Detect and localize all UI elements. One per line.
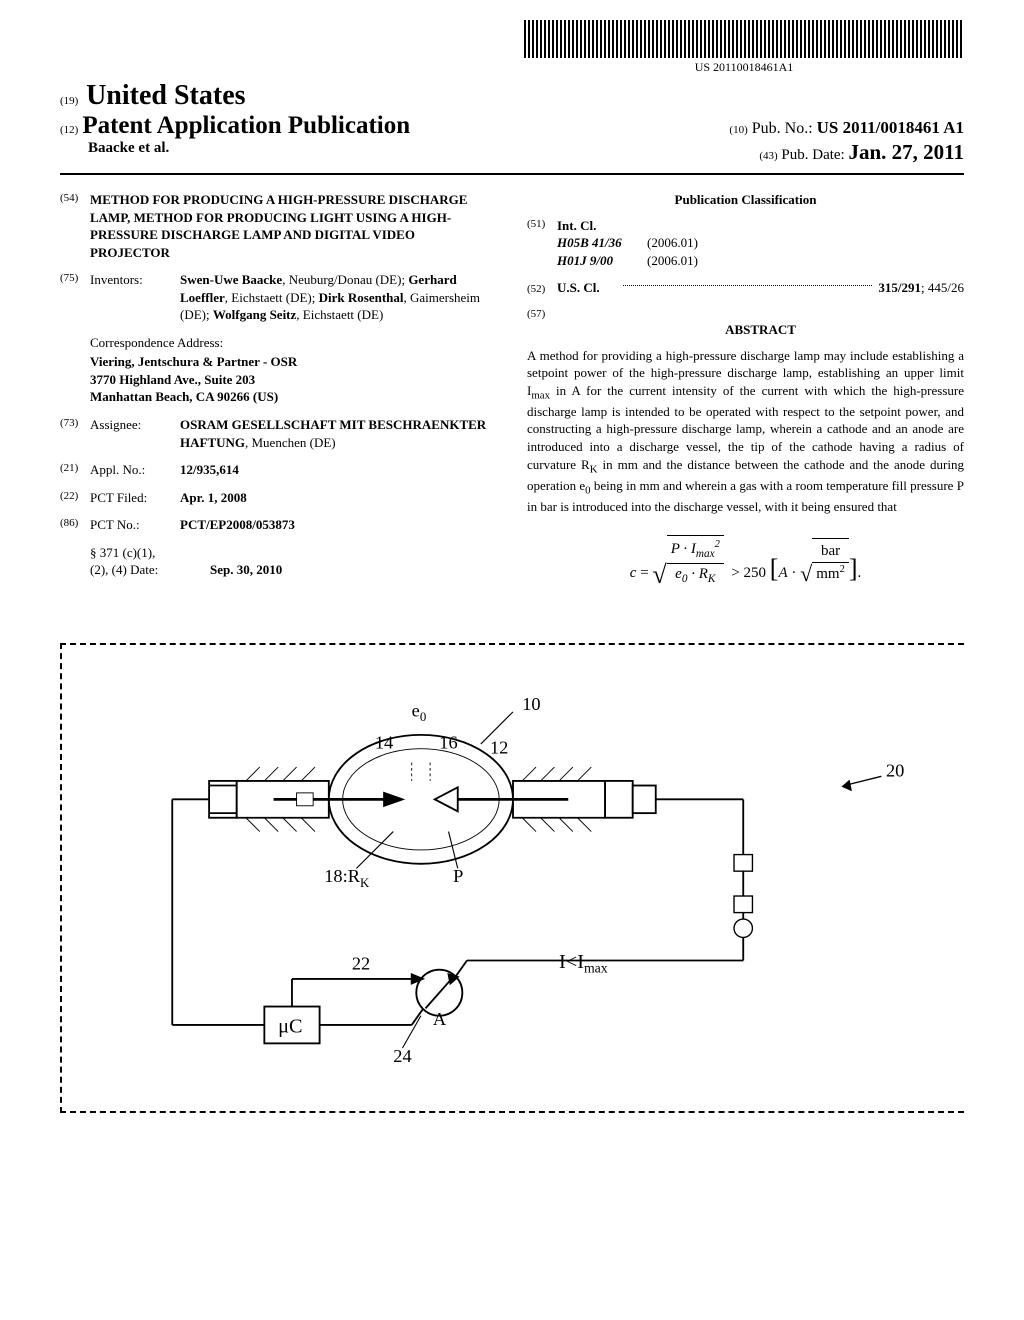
pct-no-label: PCT No.: bbox=[90, 516, 180, 534]
header: (19) United States (12) Patent Applicati… bbox=[60, 80, 964, 165]
inventors-num: (75) bbox=[60, 271, 90, 324]
label-18: 18:RK bbox=[324, 866, 370, 890]
applicants-line: Baacke et al. (43) Pub. Date: Jan. 27, 2… bbox=[60, 140, 964, 165]
uscl-num: (52) bbox=[527, 282, 557, 297]
label-imax: I<Imax bbox=[559, 951, 608, 976]
pub-date-label: Pub. Date: bbox=[781, 147, 844, 163]
pub-line: (12) Patent Application Publication (10)… bbox=[60, 112, 964, 140]
uscl-val: 315/291; 445/26 bbox=[878, 279, 964, 297]
label-22: 22 bbox=[352, 953, 370, 973]
label-e0: e0 bbox=[412, 700, 427, 724]
uscl-field: (52) U.S. Cl. 315/291; 445/26 bbox=[527, 279, 964, 297]
inventors: Swen-Uwe Baacke, Neuburg/Donau (DE); Ger… bbox=[180, 271, 497, 324]
corr-line-3: Manhattan Beach, CA 90266 (US) bbox=[90, 389, 278, 404]
country-line: (19) United States bbox=[60, 80, 964, 112]
label-16: 16 bbox=[439, 732, 457, 752]
s371-field: § 371 (c)(1), (2), (4) Date: Sep. 30, 20… bbox=[90, 544, 497, 579]
barcode-lines bbox=[524, 20, 964, 58]
inventors-label: Inventors: bbox=[90, 271, 180, 324]
divider bbox=[60, 173, 964, 175]
corr-label: Correspondence Address: bbox=[90, 334, 497, 352]
uscl-dots bbox=[623, 285, 872, 286]
pub-date-block: (43) Pub. Date: Jan. 27, 2011 bbox=[759, 140, 964, 165]
intcl-year-1: (2006.01) bbox=[647, 252, 698, 270]
assignee-num: (73) bbox=[60, 416, 90, 451]
uscl-val-bold: 315/291 bbox=[878, 280, 921, 295]
right-column: Publication Classification (51) Int. Cl.… bbox=[527, 191, 964, 613]
pub-no-label: Pub. No.: bbox=[752, 120, 813, 137]
intcl-num: (51) bbox=[527, 217, 557, 270]
country-num: (19) bbox=[60, 95, 78, 107]
label-uc: μC bbox=[278, 1015, 302, 1037]
pub-no-num: (10) bbox=[729, 124, 747, 136]
pct-no: PCT/EP2008/053873 bbox=[180, 517, 295, 532]
pub-type-block: (12) Patent Application Publication bbox=[60, 112, 410, 140]
country: United States bbox=[86, 80, 245, 111]
pct-no-num: (86) bbox=[60, 516, 90, 534]
intcl-year-0: (2006.01) bbox=[647, 234, 698, 252]
pub-no: US 2011/0018461 A1 bbox=[817, 118, 964, 137]
figure: e0 10 14 16 12 20 18:RK P 22 I<Imax μC A… bbox=[60, 643, 964, 1113]
label-a: A bbox=[433, 1009, 447, 1029]
label-20: 20 bbox=[886, 760, 904, 780]
barcode-text: US 20110018461A1 bbox=[524, 60, 964, 75]
left-column: (54) METHOD FOR PRODUCING A HIGH-PRESSUR… bbox=[60, 191, 497, 613]
inventors-field: (75) Inventors: Swen-Uwe Baacke, Neuburg… bbox=[60, 271, 497, 324]
abstract-num: (57) bbox=[527, 307, 557, 347]
label-14: 14 bbox=[375, 732, 393, 752]
appl-no-field: (21) Appl. No.: 12/935,614 bbox=[60, 461, 497, 479]
assignee: OSRAM GESELLSCHAFT MIT BESCHRAENKTER HAF… bbox=[180, 416, 497, 451]
s371-labels: § 371 (c)(1), (2), (4) Date: bbox=[90, 544, 210, 579]
pct-filed-num: (22) bbox=[60, 489, 90, 507]
uscl-label: U.S. Cl. bbox=[557, 279, 617, 297]
title-num: (54) bbox=[60, 191, 90, 261]
pub-date: Jan. 27, 2011 bbox=[848, 140, 964, 164]
label-10: 10 bbox=[522, 694, 540, 714]
label-12: 12 bbox=[490, 737, 508, 757]
pct-no-field: (86) PCT No.: PCT/EP2008/053873 bbox=[60, 516, 497, 534]
corr-line-1: Viering, Jentschura & Partner - OSR bbox=[90, 354, 297, 369]
applicants-block: Baacke et al. bbox=[88, 140, 169, 165]
intcl-label: Int. Cl. bbox=[557, 218, 596, 233]
intcl-code-0: H05B 41/36 bbox=[557, 234, 647, 252]
pct-filed: Apr. 1, 2008 bbox=[180, 490, 247, 505]
pct-filed-label: PCT Filed: bbox=[90, 489, 180, 507]
formula: c = √P · Imax2e0 · RK > 250 [A · √barmm2… bbox=[527, 535, 964, 592]
abstract-heading: ABSTRACT bbox=[557, 321, 964, 339]
label-24: 24 bbox=[393, 1046, 411, 1066]
intcl-row-1: H01J 9/00 (2006.01) bbox=[557, 252, 964, 270]
s371-label: § 371 (c)(1), bbox=[90, 544, 210, 562]
label-p: P bbox=[453, 866, 463, 886]
pub-type: Patent Application Publication bbox=[82, 112, 410, 139]
barcode: US 20110018461A1 bbox=[524, 20, 964, 75]
assignee-field: (73) Assignee: OSRAM GESELLSCHAFT MIT BE… bbox=[60, 416, 497, 451]
pub-date-num: (43) bbox=[759, 150, 777, 162]
s371-sub: (2), (4) Date: bbox=[90, 561, 210, 579]
intcl-code-1: H01J 9/00 bbox=[557, 252, 647, 270]
intcl-row-0: H05B 41/36 (2006.01) bbox=[557, 234, 964, 252]
correspondence: Correspondence Address: Viering, Jentsch… bbox=[90, 334, 497, 406]
pub-type-num: (12) bbox=[60, 124, 78, 136]
s371-date: Sep. 30, 2010 bbox=[210, 562, 282, 577]
corr-line-2: 3770 Highland Ave., Suite 203 bbox=[90, 372, 255, 387]
figure-svg: e0 10 14 16 12 20 18:RK P 22 I<Imax μC A… bbox=[82, 675, 944, 1071]
columns: (54) METHOD FOR PRODUCING A HIGH-PRESSUR… bbox=[60, 191, 964, 613]
title: METHOD FOR PRODUCING A HIGH-PRESSURE DIS… bbox=[90, 191, 497, 261]
classification-heading: Publication Classification bbox=[527, 191, 964, 209]
intcl-field: (51) Int. Cl. H05B 41/36 (2006.01) H01J … bbox=[527, 217, 964, 270]
title-field: (54) METHOD FOR PRODUCING A HIGH-PRESSUR… bbox=[60, 191, 497, 261]
appl-no-num: (21) bbox=[60, 461, 90, 479]
applicants: Baacke et al. bbox=[88, 140, 169, 156]
abstract-text: A method for providing a high-pressure d… bbox=[527, 347, 964, 516]
appl-no-label: Appl. No.: bbox=[90, 461, 180, 479]
appl-no: 12/935,614 bbox=[180, 462, 239, 477]
uscl-val-plain: ; 445/26 bbox=[921, 280, 964, 295]
pub-no-block: (10) Pub. No.: US 2011/0018461 A1 bbox=[729, 118, 964, 138]
pct-filed-field: (22) PCT Filed: Apr. 1, 2008 bbox=[60, 489, 497, 507]
assignee-label: Assignee: bbox=[90, 416, 180, 451]
abstract-block: (57) ABSTRACT A method for providing a h… bbox=[527, 307, 964, 593]
